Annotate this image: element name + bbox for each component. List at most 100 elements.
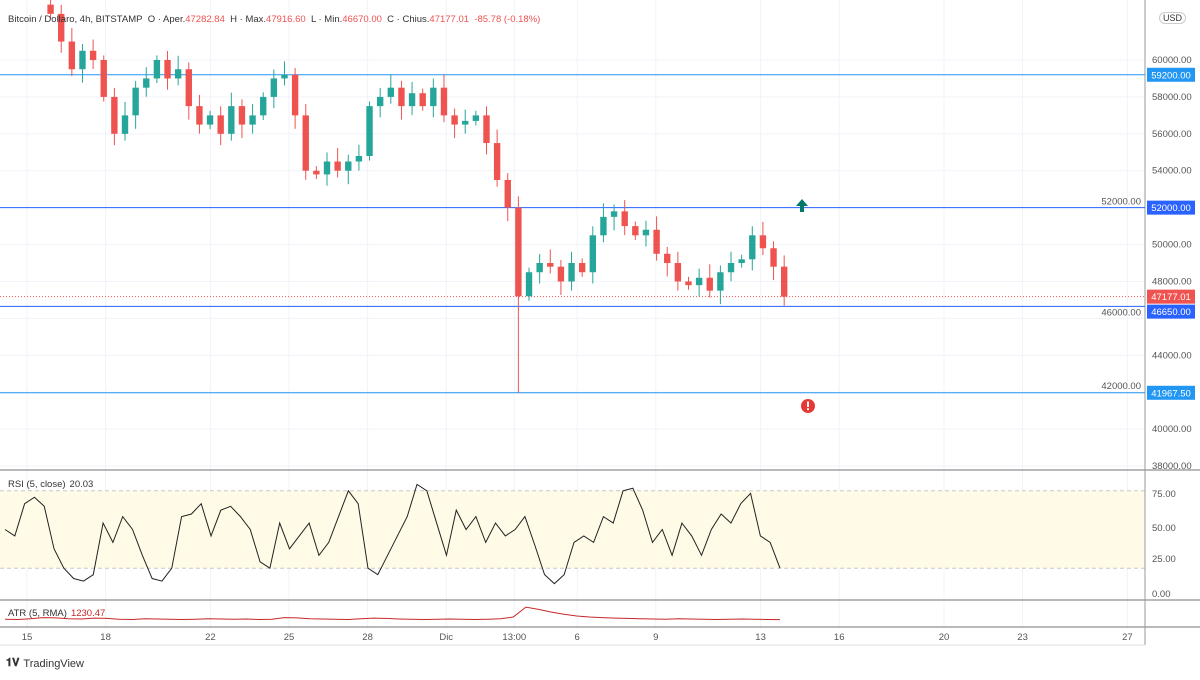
candle-body [153, 60, 161, 79]
symbol-legend: Bitcoin / Dollaro, 4h, BITSTAMP O · Aper… [8, 14, 540, 25]
price-tick: 46000.00 [1101, 307, 1141, 318]
candle-body [610, 211, 618, 217]
candle [642, 220, 650, 247]
candle-body [291, 74, 299, 116]
low-value: 46670.00 [342, 14, 382, 25]
level-price-label-bg [1147, 385, 1195, 400]
candle-body [525, 272, 533, 297]
candle-body [674, 263, 682, 282]
candle [387, 74, 394, 104]
candle-body [217, 115, 224, 134]
candle [153, 55, 161, 84]
candle [515, 196, 522, 393]
candle-body [600, 216, 607, 236]
rsi-legend[interactable]: RSI (5, close) 20.03 [8, 479, 93, 490]
candle [547, 249, 554, 274]
candle-body [345, 161, 352, 171]
candle-body [334, 161, 341, 171]
candle [121, 101, 129, 141]
candle-body [249, 115, 256, 125]
candle [430, 78, 437, 118]
level-price-label: 46650.00 [1151, 307, 1191, 318]
candle-body [642, 229, 650, 236]
currency-badge[interactable]: USD [1159, 12, 1187, 24]
candle [483, 106, 490, 155]
candle [557, 259, 565, 295]
rsi-band [0, 490, 1145, 569]
candle-body [143, 78, 150, 88]
rsi-tick: 75.00 [1152, 489, 1176, 500]
candle-body [281, 74, 288, 79]
candle-body [132, 87, 139, 116]
candle [366, 101, 373, 161]
up-arrow-icon [796, 199, 808, 212]
candle [674, 251, 682, 291]
candle [47, 0, 54, 19]
time-tick: 22 [205, 632, 216, 643]
price-tick: 54000.00 [1152, 166, 1192, 177]
brand-name: TradingView [23, 657, 84, 670]
candle [493, 129, 501, 187]
close-label: C · Chius. [387, 14, 430, 25]
candle [143, 67, 150, 97]
level-price-label-bg [1147, 67, 1195, 82]
price-tick: 58000.00 [1152, 92, 1192, 103]
rsi-tick: 0.00 [1152, 589, 1171, 600]
price-tick: 56000.00 [1152, 129, 1192, 140]
candle-body [68, 41, 76, 70]
candle-body [578, 263, 586, 273]
candle-body [228, 106, 235, 134]
candle [228, 92, 235, 141]
candle-body [557, 266, 565, 282]
candle [291, 67, 299, 129]
candle [68, 28, 76, 77]
time-tick: 15 [22, 632, 33, 643]
level-price-label: 52000.00 [1151, 203, 1191, 214]
candle-body [174, 69, 182, 79]
open-value: 47282.84 [185, 14, 225, 25]
candle-body [164, 60, 171, 79]
candle [408, 81, 416, 116]
candle [610, 204, 618, 231]
candle-body [270, 78, 278, 97]
level-price-label: 41967.50 [1151, 388, 1191, 399]
atr-legend[interactable]: ATR (5, RMA) 1230.47 [8, 608, 105, 619]
candle [780, 255, 788, 306]
candle-body [685, 281, 692, 286]
time-tick: 27 [1122, 632, 1133, 643]
candle [525, 267, 533, 301]
candle [196, 94, 203, 134]
candle [238, 99, 246, 139]
price-tick: 44000.00 [1152, 350, 1192, 361]
candle-body [493, 143, 501, 180]
alert-dot [807, 408, 809, 411]
candle-body [47, 4, 54, 14]
alert-mark [807, 401, 809, 407]
candle [695, 268, 703, 297]
candle [653, 216, 660, 261]
atr-label: ATR (5, RMA) [8, 608, 67, 619]
candle [132, 80, 139, 129]
candle-body [706, 277, 713, 291]
atr-line [4, 606, 781, 621]
low-label: L · Min. [310, 14, 343, 25]
candle-body [313, 170, 320, 175]
candle-body [302, 115, 309, 171]
candle-body [632, 226, 639, 236]
candle [302, 104, 309, 180]
candle [419, 88, 426, 111]
candle-body [451, 115, 458, 125]
candle [100, 55, 107, 102]
candle-body [621, 211, 628, 227]
candle [685, 276, 692, 290]
time-tick: 20 [939, 632, 950, 643]
level-price-label: 59200.00 [1151, 70, 1191, 81]
tradingview-logo[interactable]: 𝟏𝐕 TradingView [6, 657, 84, 670]
time-tick: 25 [284, 632, 295, 643]
high-label: H · Max. [230, 14, 267, 25]
candle-body [355, 155, 363, 162]
candle [504, 173, 511, 222]
candle-body [472, 115, 480, 121]
candle [717, 265, 724, 305]
